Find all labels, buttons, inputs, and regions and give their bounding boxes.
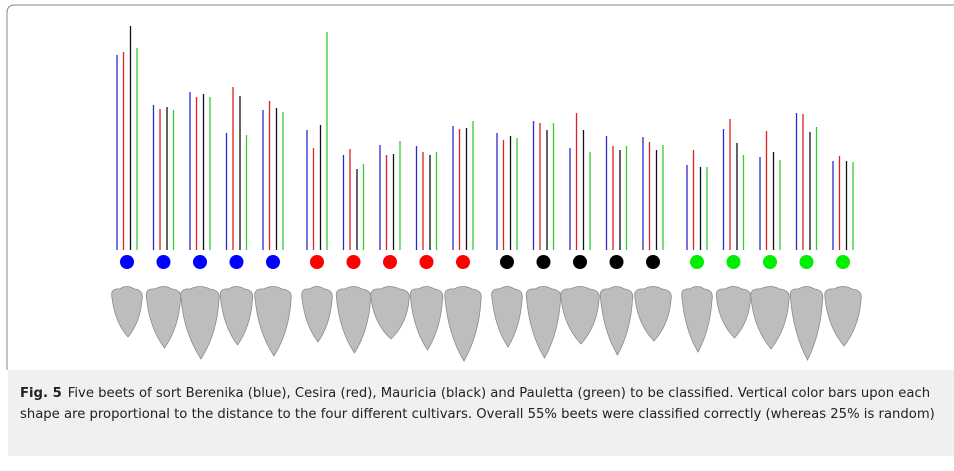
beet-shape xyxy=(371,287,410,340)
beet-shape xyxy=(492,287,523,348)
class-dot xyxy=(727,255,741,269)
beet-shape xyxy=(635,287,672,342)
class-dot xyxy=(646,255,660,269)
class-dot xyxy=(310,255,324,269)
class-dot xyxy=(383,255,397,269)
class-dot xyxy=(800,255,814,269)
class-dot xyxy=(157,255,171,269)
class-dot xyxy=(347,255,361,269)
beet-shape xyxy=(526,287,561,359)
class-dot xyxy=(230,255,244,269)
caption-label: Fig. 5 xyxy=(20,386,62,401)
beet-shape xyxy=(112,287,143,338)
beet-shape xyxy=(410,287,443,351)
page: Fig. 5Five beets of sort Berenika (blue)… xyxy=(0,0,954,471)
beet-shape xyxy=(336,287,371,354)
beet-shape xyxy=(682,287,713,353)
beet-shape xyxy=(751,287,790,350)
beet-shape xyxy=(255,287,292,357)
beet-shape xyxy=(302,287,333,343)
class-dot xyxy=(500,255,514,269)
beet-shape xyxy=(146,287,181,349)
class-dot xyxy=(456,255,470,269)
beet-shape xyxy=(445,287,482,362)
caption-text: Five beets of sort Berenika (blue), Cesi… xyxy=(20,386,935,422)
class-dot xyxy=(836,255,850,269)
class-dot xyxy=(420,255,434,269)
beet-shape xyxy=(600,287,633,356)
beet-shape xyxy=(181,287,220,360)
beet-shape xyxy=(220,287,253,346)
class-dot xyxy=(690,255,704,269)
beet-shape xyxy=(716,287,751,339)
class-dot xyxy=(193,255,207,269)
beet-shape xyxy=(561,287,600,345)
figure xyxy=(0,0,954,370)
class-dot xyxy=(537,255,551,269)
class-dot xyxy=(573,255,587,269)
class-dot xyxy=(610,255,624,269)
beet-shape xyxy=(790,287,823,361)
beet-shapes xyxy=(112,287,862,362)
class-dot xyxy=(763,255,777,269)
class-dot xyxy=(120,255,134,269)
class-dot xyxy=(266,255,280,269)
beet-shape xyxy=(825,287,862,347)
